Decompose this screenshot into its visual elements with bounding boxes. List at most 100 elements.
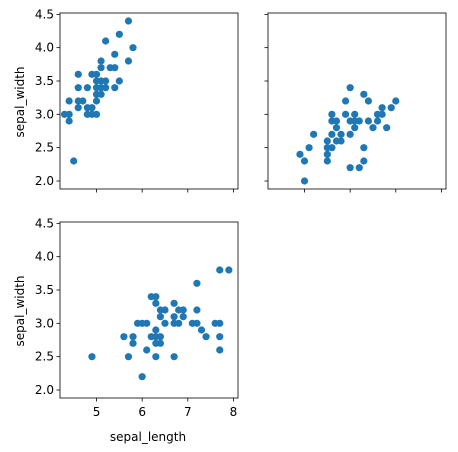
scatter-point [328,144,336,152]
scatter-point [138,373,146,381]
scatter-point [129,339,137,347]
scatter-point [97,64,105,72]
scatter-point [170,313,178,321]
scatter-point [179,306,187,314]
scatter-point [70,157,78,165]
scatter-point [337,130,345,138]
scatter-point [124,353,133,361]
scatter-point [170,299,178,307]
scatter-point [323,157,331,165]
y-tick-label: 3.0 [35,316,54,330]
scatter-point [156,333,165,341]
y-tick-label: 4.5 [35,7,54,21]
scatter-point [152,293,160,301]
plot-frame [59,12,239,190]
scatter-point [341,97,350,105]
scatter-point [74,104,82,112]
scatter-point [383,124,391,132]
scatter-point [305,144,313,152]
scatter-point [124,57,133,65]
y-tick-label: 4.0 [35,250,54,264]
scatter-point [170,353,178,361]
x-tick-label: 6 [138,405,146,419]
scatter-point [300,177,309,185]
scatter-point [323,137,331,145]
scatter-point [111,64,119,72]
scatter-point [346,130,354,138]
y-tick-label: 2.0 [35,174,54,188]
scatter-point [65,97,73,105]
scatter-point [92,97,101,105]
y-tick-label: 2.5 [35,350,54,364]
scatter-point [115,30,123,38]
scatter-point [79,97,87,105]
scatter-point [216,346,224,354]
scatter-point [152,353,160,361]
y-tick-label: 4.0 [35,41,54,55]
scatter-point [216,333,224,341]
scatter-point [179,313,187,321]
scatter-point [102,37,110,45]
y-tick-label: 3.0 [35,107,54,121]
scatter-point [202,333,210,341]
scatter-point [83,84,91,92]
scatter-point [92,110,101,118]
y-tick-label: 3.5 [35,283,54,297]
scatter-point [346,164,354,172]
scatter-point [88,104,96,112]
y-tick-label: 2.5 [35,141,54,155]
scatter-point [378,110,386,118]
scatter-point [129,333,137,341]
scatter-point [328,110,336,118]
scatter-point [373,117,382,125]
scatter-point [65,117,73,125]
scatter-point [360,157,368,165]
scatter-point [124,17,133,25]
scatter-point [337,137,345,145]
scatter-point [74,84,82,92]
scatter-point [216,266,224,274]
plot-frame [267,12,447,190]
scatter-point [310,130,318,138]
scatter-point [225,266,233,274]
scatter-point [143,319,151,327]
scatter-point [355,164,363,172]
scatter-point [378,104,386,112]
scatter-point [351,110,359,118]
scatter-point [111,50,119,58]
scatter-point [387,104,395,112]
scatter-panel-top-right [264,12,447,193]
scatter-point [120,333,128,341]
y-tick-label: 4.5 [35,216,54,230]
y-tick-label: 3.5 [35,74,54,88]
scatter-point [175,319,183,327]
x-axis-label-bottom: sepal_length [110,430,186,444]
scatter-point [74,70,82,78]
scatter-point [323,150,331,158]
scatter-point [360,144,368,152]
scatter-point [115,77,123,85]
scatter-point [346,84,354,92]
scatter-point [102,77,110,85]
scatter-point [364,117,373,125]
scatter-point [97,57,105,65]
scatter-point [392,97,400,105]
scatter-point [193,319,201,327]
scatter-point [102,84,110,92]
scatter-point [197,326,206,334]
scatter-point [364,97,373,105]
scatter-point [355,117,363,125]
x-tick-label: 7 [184,405,192,419]
scatter-point [296,150,304,158]
scatter-point [161,306,169,314]
scatter-point [328,130,336,138]
y-axis-label-bottom: sepal_width [13,275,27,346]
scatter-point [152,326,160,334]
scatter-point [129,44,137,52]
scatter-point [92,70,101,78]
scatter-point [341,110,350,118]
scatter-point [65,110,73,118]
scatter-panel-top-left: 2.0 2.5 3.0 3.5 4.0 4.5 [35,7,239,193]
scatter-point [143,346,151,354]
scatter-panel-bottom-left: 2.0 2.5 3.0 3.5 4.0 4.5 5 6 7 8 [35,216,239,419]
